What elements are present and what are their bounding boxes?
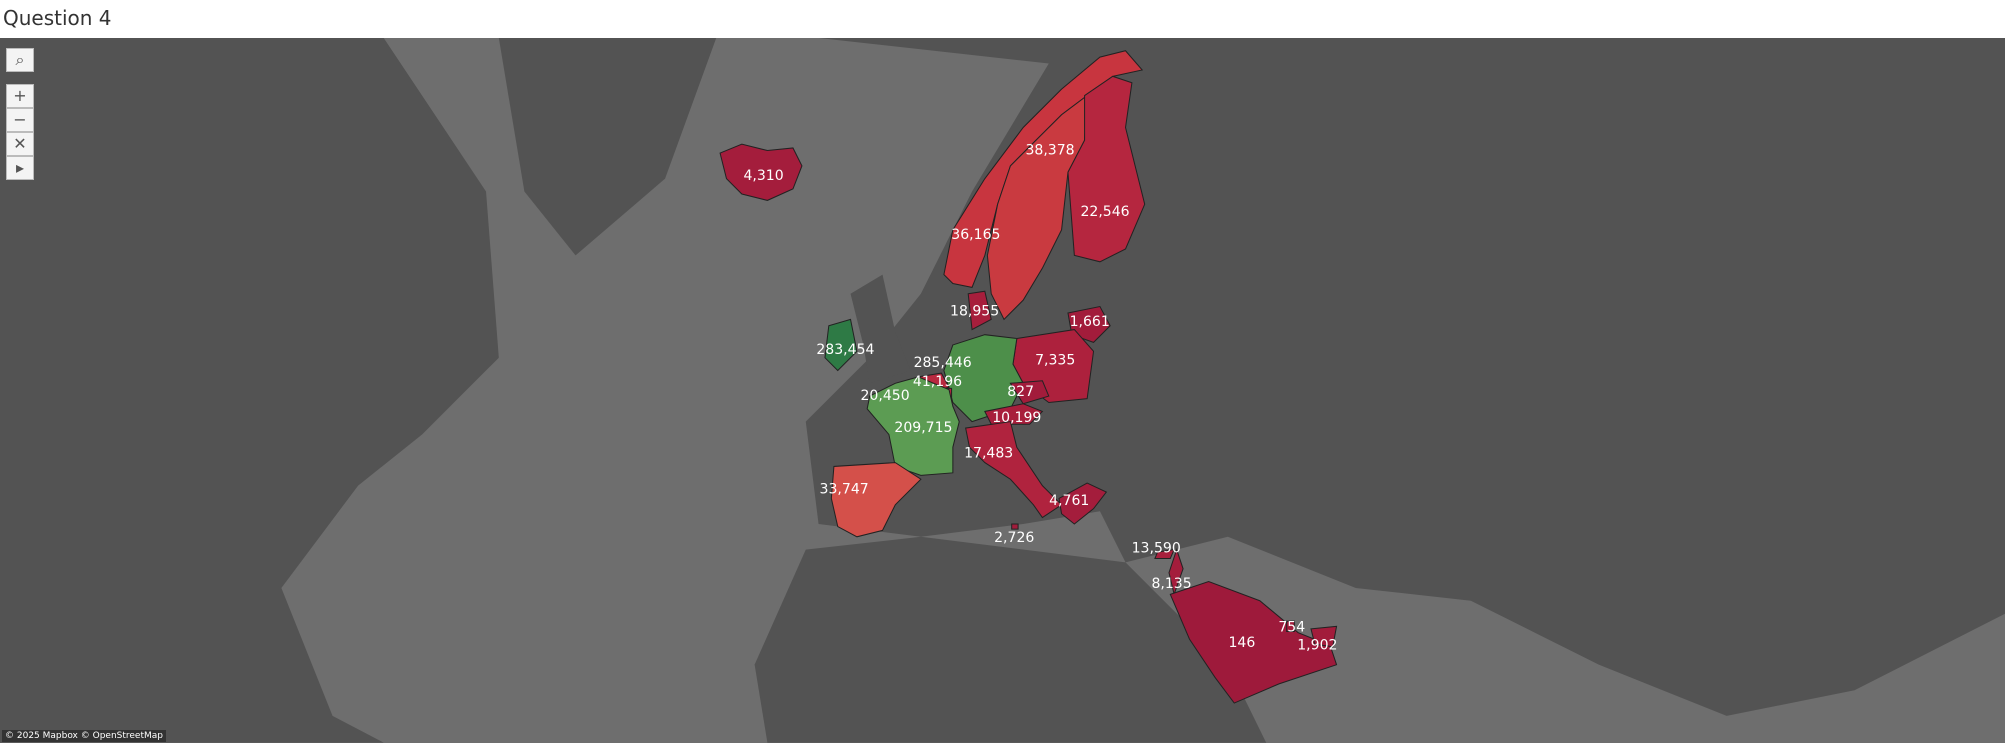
region (1169, 581, 1338, 704)
region (984, 403, 1044, 425)
reset-button[interactable]: ✕ (6, 132, 34, 156)
zoom-out-button[interactable]: − (6, 108, 34, 132)
region-label: 4,761 (1049, 493, 1089, 509)
region (1310, 625, 1338, 648)
region-label: 285,446 (914, 355, 972, 371)
region-label: 146 (1229, 635, 1256, 651)
title: Question 4 (3, 6, 112, 30)
map: 4,310 36,165 38,378 22,546 18,955 1,661 7,335 2… (0, 38, 2005, 743)
region-label: 2,726 (994, 530, 1034, 546)
region-label: 20,450 (860, 388, 909, 404)
region-label: 33,747 (820, 481, 869, 497)
region-label: 10,199 (992, 410, 1041, 426)
expand-button[interactable]: ▸ (6, 156, 34, 180)
region-label: 17,483 (964, 446, 1013, 462)
region (866, 376, 960, 476)
region-label: 283,454 (816, 342, 874, 358)
region (824, 318, 858, 372)
region-label: 754 (1278, 620, 1305, 636)
region (830, 462, 922, 538)
region (1067, 75, 1146, 263)
toolbar: ⌕ + − ✕ ▸ (6, 48, 34, 180)
region-label: 41,196 (913, 374, 962, 390)
region-label: 38,378 (1025, 143, 1074, 159)
region (986, 94, 1088, 321)
region-label: 827 (1007, 384, 1034, 400)
region (1058, 482, 1108, 525)
region (967, 290, 992, 331)
attribution: © 2025 Mapbox © OpenStreetMap (2, 730, 166, 742)
region (719, 143, 803, 201)
region (1154, 548, 1175, 560)
region-label: 1,902 (1297, 637, 1337, 653)
region-label: 4,310 (743, 168, 783, 184)
map-layer: 4,310 36,165 38,378 22,546 18,955 1,661 7,335 2… (0, 38, 2005, 743)
region (1011, 523, 1019, 530)
region-label: 1,661 (1070, 314, 1110, 330)
region-label: 7,335 (1035, 352, 1075, 368)
region-label: 209,715 (894, 420, 952, 436)
region (965, 421, 1063, 519)
region (1009, 380, 1050, 405)
region-label: 36,165 (951, 227, 1000, 243)
region-label: 8,135 (1151, 576, 1191, 592)
zoom-in-button[interactable]: + (6, 84, 34, 108)
region-label: 22,546 (1080, 204, 1129, 220)
region-label: 13,590 (1132, 540, 1181, 556)
search-button[interactable]: ⌕ (6, 48, 34, 72)
region (1286, 620, 1295, 632)
region-label: 18,955 (950, 304, 999, 320)
